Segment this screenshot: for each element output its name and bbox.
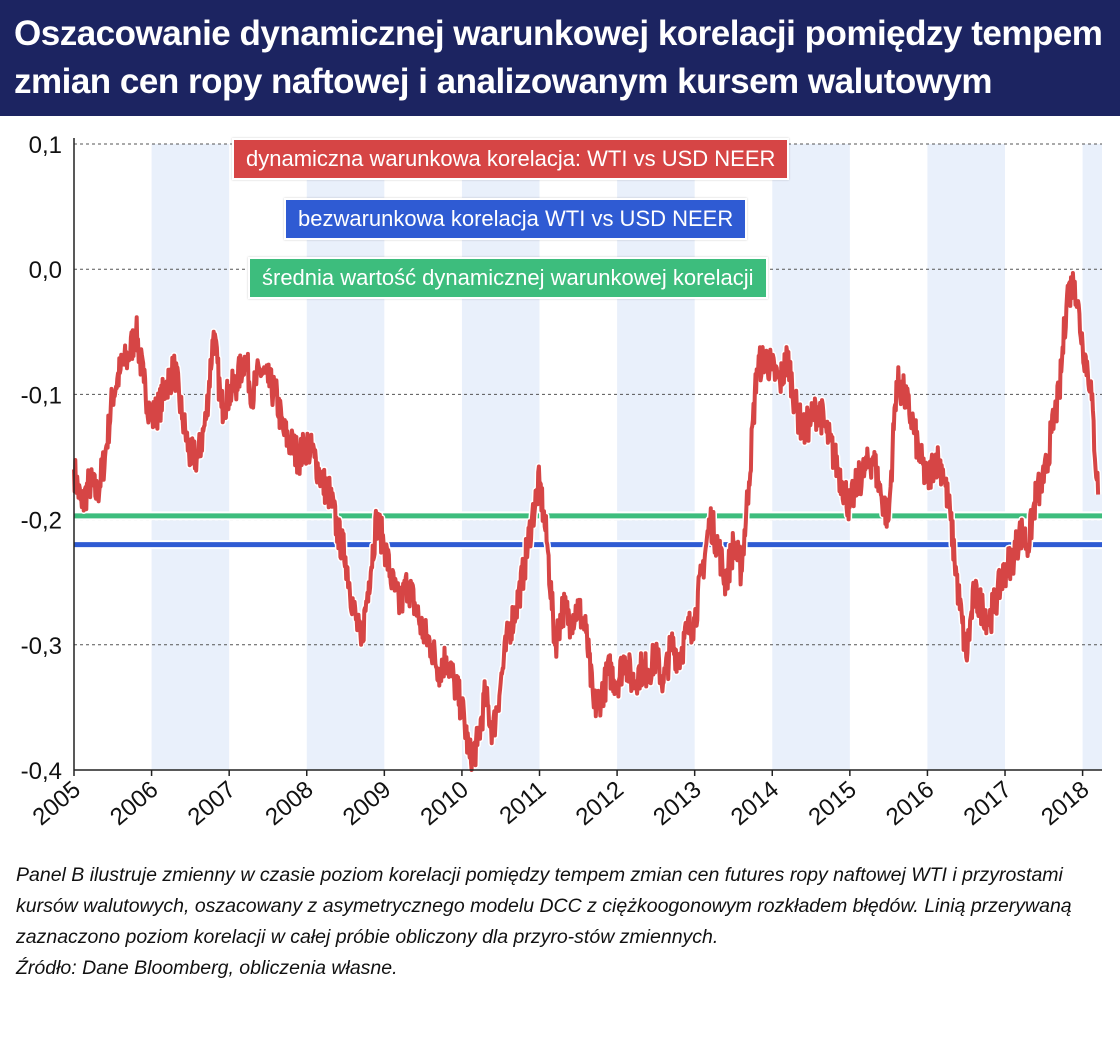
series-group: [70, 269, 1102, 774]
y-tick-label: -0,2: [21, 508, 62, 535]
x-tick-label: 2018: [1036, 776, 1094, 831]
x-tick-label: 2012: [571, 776, 629, 831]
chart-title: Oszacowanie dynamicznej warunkowej korel…: [14, 14, 1103, 101]
legend-mean-dcc-correlation: średnia wartość dynamicznej warunkowej k…: [248, 257, 768, 299]
x-tick-label: 2015: [803, 776, 861, 831]
y-tick-label: -0,1: [21, 382, 62, 409]
caption-source: Źródło: Dane Bloomberg, obliczenia własn…: [16, 957, 398, 979]
x-tick-label: 2011: [494, 776, 551, 830]
caption: Panel B ilustruje zmienny w czasie pozio…: [16, 860, 1111, 984]
y-tick-label: 0,0: [29, 257, 62, 284]
legend-unconditional-correlation: bezwarunkowa korelacja WTI vs USD NEER: [284, 198, 748, 240]
year-shading: [151, 144, 1102, 770]
x-tick-label: 2010: [416, 776, 474, 831]
chart-area: 0,1 0,0 -0,1 -0,2 -0,3 -0,4 2005 2006 2007 2008 2…: [0, 116, 1120, 856]
title-bar: Oszacowanie dynamicznej warunkowej korel…: [0, 0, 1120, 116]
y-tick-label: 0,1: [29, 132, 62, 159]
dcc-series-line: [72, 271, 1101, 772]
x-tick-label: 2007: [183, 776, 241, 831]
legend-dcc-correlation: dynamiczna warunkowa korelacja: WTI vs U…: [232, 138, 790, 180]
x-tick-label: 2006: [105, 776, 163, 831]
x-tick-label: 2017: [959, 776, 1017, 831]
x-axis-labels: 2005 2006 2007 2008 2009 2010 2011 2012 2013 2014…: [28, 776, 1095, 831]
y-tick-label: -0,3: [21, 633, 62, 660]
reference-lines: [74, 511, 1102, 550]
x-tick-label: 2013: [648, 776, 706, 831]
correlation-chart: 0,10,0-0,1-0,2-0,3-0,4 2005 2006 2007 2008 2…: [21, 132, 1102, 831]
axes: [73, 138, 1102, 776]
x-tick-label: 2008: [260, 776, 318, 831]
x-tick-label: 2009: [338, 776, 396, 831]
year-stripe-2008: [306, 144, 385, 770]
x-tick-label: 2016: [881, 776, 939, 831]
x-tick-label: 2014: [726, 776, 784, 831]
y-axis-labels: 0,1 0,0 -0,1 -0,2 -0,3 -0,4: [21, 132, 62, 785]
y-tick-label: -0,4: [21, 758, 62, 785]
caption-text: Panel B ilustruje zmienny w czasie pozio…: [16, 864, 1072, 948]
